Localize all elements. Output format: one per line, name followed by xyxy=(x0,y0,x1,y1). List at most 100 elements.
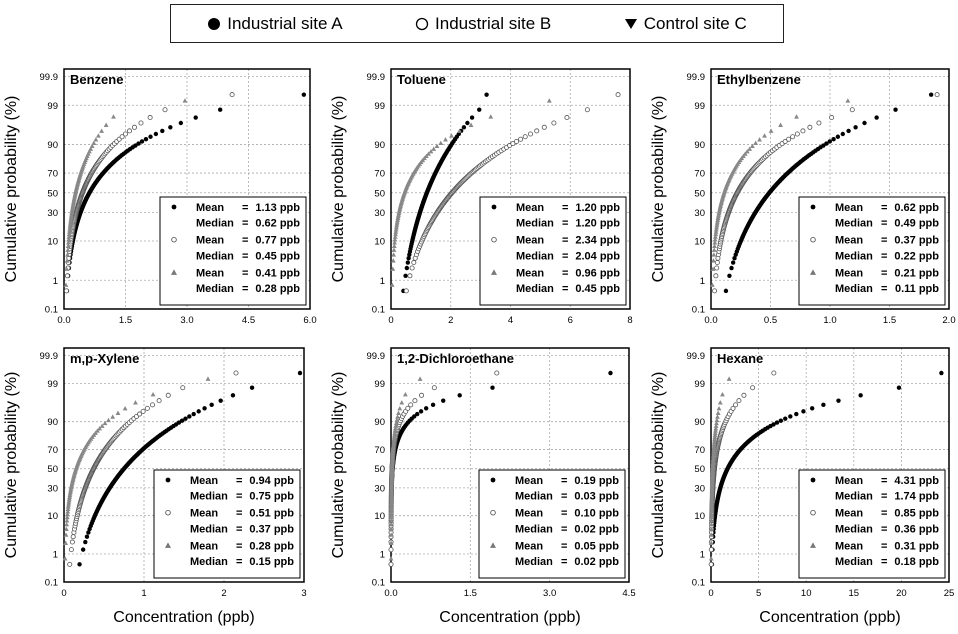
data-point-site-c xyxy=(91,140,97,145)
data-point-site-c xyxy=(103,122,109,127)
data-point-site-a xyxy=(469,115,475,120)
data-point-site-c xyxy=(396,410,401,415)
y-tick-label: 10 xyxy=(694,511,705,522)
stats-value: 1.74 ppb xyxy=(894,491,939,503)
x-tick-label: 6.0 xyxy=(303,315,316,326)
data-point-site-a xyxy=(403,273,408,279)
x-tick-label: 0.5 xyxy=(764,315,777,326)
data-point-site-a xyxy=(835,134,841,139)
y-tick-label: 70 xyxy=(374,169,385,180)
data-point-site-b xyxy=(713,273,719,279)
data-point-site-b xyxy=(69,539,75,545)
stats-label: Mean xyxy=(190,475,218,487)
data-point-site-c xyxy=(394,417,400,423)
data-point-site-c xyxy=(64,522,70,527)
data-point-site-c xyxy=(402,392,408,397)
data-point-site-a xyxy=(160,128,165,134)
stats-value: 0.49 ppb xyxy=(894,218,939,230)
y-tick-label: 0.1 xyxy=(692,578,705,589)
stats-label: Mean xyxy=(516,267,544,279)
y-tick-label: 90 xyxy=(374,417,385,428)
data-point-site-b xyxy=(736,398,742,404)
data-point-site-c xyxy=(388,514,394,520)
data-point-site-a xyxy=(418,409,424,414)
data-point-site-c xyxy=(762,133,767,138)
plot-frame xyxy=(390,68,631,310)
legend-label-site-c: Control site C xyxy=(643,13,747,33)
data-point-site-a xyxy=(774,420,780,425)
y-tick-label: 99.9 xyxy=(367,351,386,362)
data-point-site-a xyxy=(136,141,141,146)
stats-equals: = xyxy=(562,218,568,230)
y-tick-label: 10 xyxy=(374,511,385,522)
x-tick-label: 0 xyxy=(388,315,393,326)
y-tick-label: 99.9 xyxy=(687,72,706,83)
stats-equals: = xyxy=(242,283,248,295)
data-point-site-b xyxy=(70,534,76,540)
data-point-site-b xyxy=(708,547,714,553)
y-tick-label: 90 xyxy=(47,417,58,428)
x-tick-label: 1.5 xyxy=(464,588,477,599)
data-point-site-c xyxy=(757,137,762,142)
stats-value: 0.37 ppb xyxy=(894,235,939,247)
data-point-site-c xyxy=(720,392,725,397)
legend-item-site-c: Control site C xyxy=(624,14,747,34)
stats-value: 0.41 ppb xyxy=(255,267,300,279)
y-tick-label: 10 xyxy=(694,236,705,247)
stats-value: 0.96 ppb xyxy=(575,267,620,279)
data-point-site-a xyxy=(84,534,90,539)
data-point-site-a xyxy=(249,385,255,390)
y-tick-label: 10 xyxy=(374,236,385,247)
x-tick-label: 4.5 xyxy=(622,588,635,599)
x-tick-label: 4 xyxy=(508,315,513,326)
data-point-site-a xyxy=(457,393,462,398)
stats-legend-box xyxy=(798,196,946,306)
data-point-site-a xyxy=(441,398,446,403)
x-tick-label: 10 xyxy=(801,588,812,599)
data-point-site-c xyxy=(393,420,399,426)
data-point-site-c xyxy=(388,511,394,517)
data-point-site-b xyxy=(934,92,940,98)
stats-value: 0.19 ppb xyxy=(574,475,619,487)
data-point-site-b xyxy=(156,398,162,404)
stats-value: 0.28 ppb xyxy=(255,283,300,295)
stats-equals: = xyxy=(881,523,887,535)
stats-marker-site-b xyxy=(490,510,496,516)
data-point-site-a xyxy=(77,562,82,567)
data-point-site-c xyxy=(708,532,714,537)
data-point-site-a xyxy=(794,411,799,417)
data-point-site-b xyxy=(119,134,125,140)
data-point-site-c xyxy=(712,240,718,245)
chart-title: Toluene xyxy=(397,72,446,87)
stats-label: Median xyxy=(515,491,553,503)
stats-equals: = xyxy=(881,508,887,520)
data-point-site-c xyxy=(747,146,753,151)
data-point-site-c xyxy=(709,282,715,287)
stats-equals: = xyxy=(236,491,242,503)
data-point-site-a xyxy=(187,414,192,419)
stats-equals: = xyxy=(561,556,567,568)
stats-equals: = xyxy=(881,540,887,552)
x-tick-label: 15 xyxy=(849,588,860,599)
data-point-site-c xyxy=(712,237,718,242)
y-tick-label: 99 xyxy=(374,379,385,390)
stats-value: 0.03 ppb xyxy=(574,491,619,503)
legend-item-site-b: Industrial site B xyxy=(415,14,551,34)
data-point-site-c xyxy=(66,231,72,237)
data-point-site-c xyxy=(449,133,454,138)
open-circle-icon xyxy=(415,17,429,30)
stats-legend-box xyxy=(153,469,301,579)
x-tick-label: 0.0 xyxy=(384,588,397,599)
data-point-site-c xyxy=(845,98,851,103)
data-point-site-c xyxy=(95,428,100,433)
stats-label: Mean xyxy=(835,475,863,487)
data-point-site-b xyxy=(122,131,128,137)
y-tick-label: 70 xyxy=(47,445,58,456)
data-point-site-a xyxy=(153,131,159,137)
stats-label: Mean xyxy=(515,508,543,520)
stats-label: Mean xyxy=(190,508,218,520)
data-point-site-c xyxy=(89,143,95,149)
data-point-site-a xyxy=(209,402,214,408)
y-tick-label: 1 xyxy=(53,276,58,287)
